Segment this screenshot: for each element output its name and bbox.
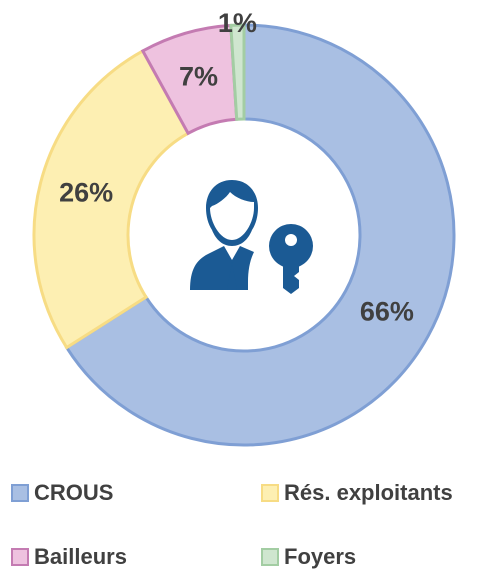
legend-swatch xyxy=(11,548,29,566)
donut-segment xyxy=(32,48,191,350)
legend-swatch xyxy=(261,548,279,566)
legend: CROUS Rés. exploitants Bailleurs Foyers xyxy=(11,480,453,569)
donut-segment xyxy=(229,23,246,121)
legend-label: CROUS xyxy=(34,480,113,505)
donut xyxy=(32,23,456,447)
legend-swatch xyxy=(11,484,29,502)
center-icon xyxy=(190,180,313,294)
legend-swatch xyxy=(261,484,279,502)
data-label: 66% xyxy=(360,297,414,327)
legend-label: Rés. exploitants xyxy=(284,480,453,505)
data-label: 1% xyxy=(218,8,257,38)
legend-label: Foyers xyxy=(284,544,356,569)
labels: 66% 26% 7%1% xyxy=(59,8,414,326)
data-label: 7% xyxy=(179,62,218,92)
legend-label: Bailleurs xyxy=(34,544,127,569)
donut-segment xyxy=(64,23,456,447)
data-label: 26% xyxy=(59,178,113,208)
